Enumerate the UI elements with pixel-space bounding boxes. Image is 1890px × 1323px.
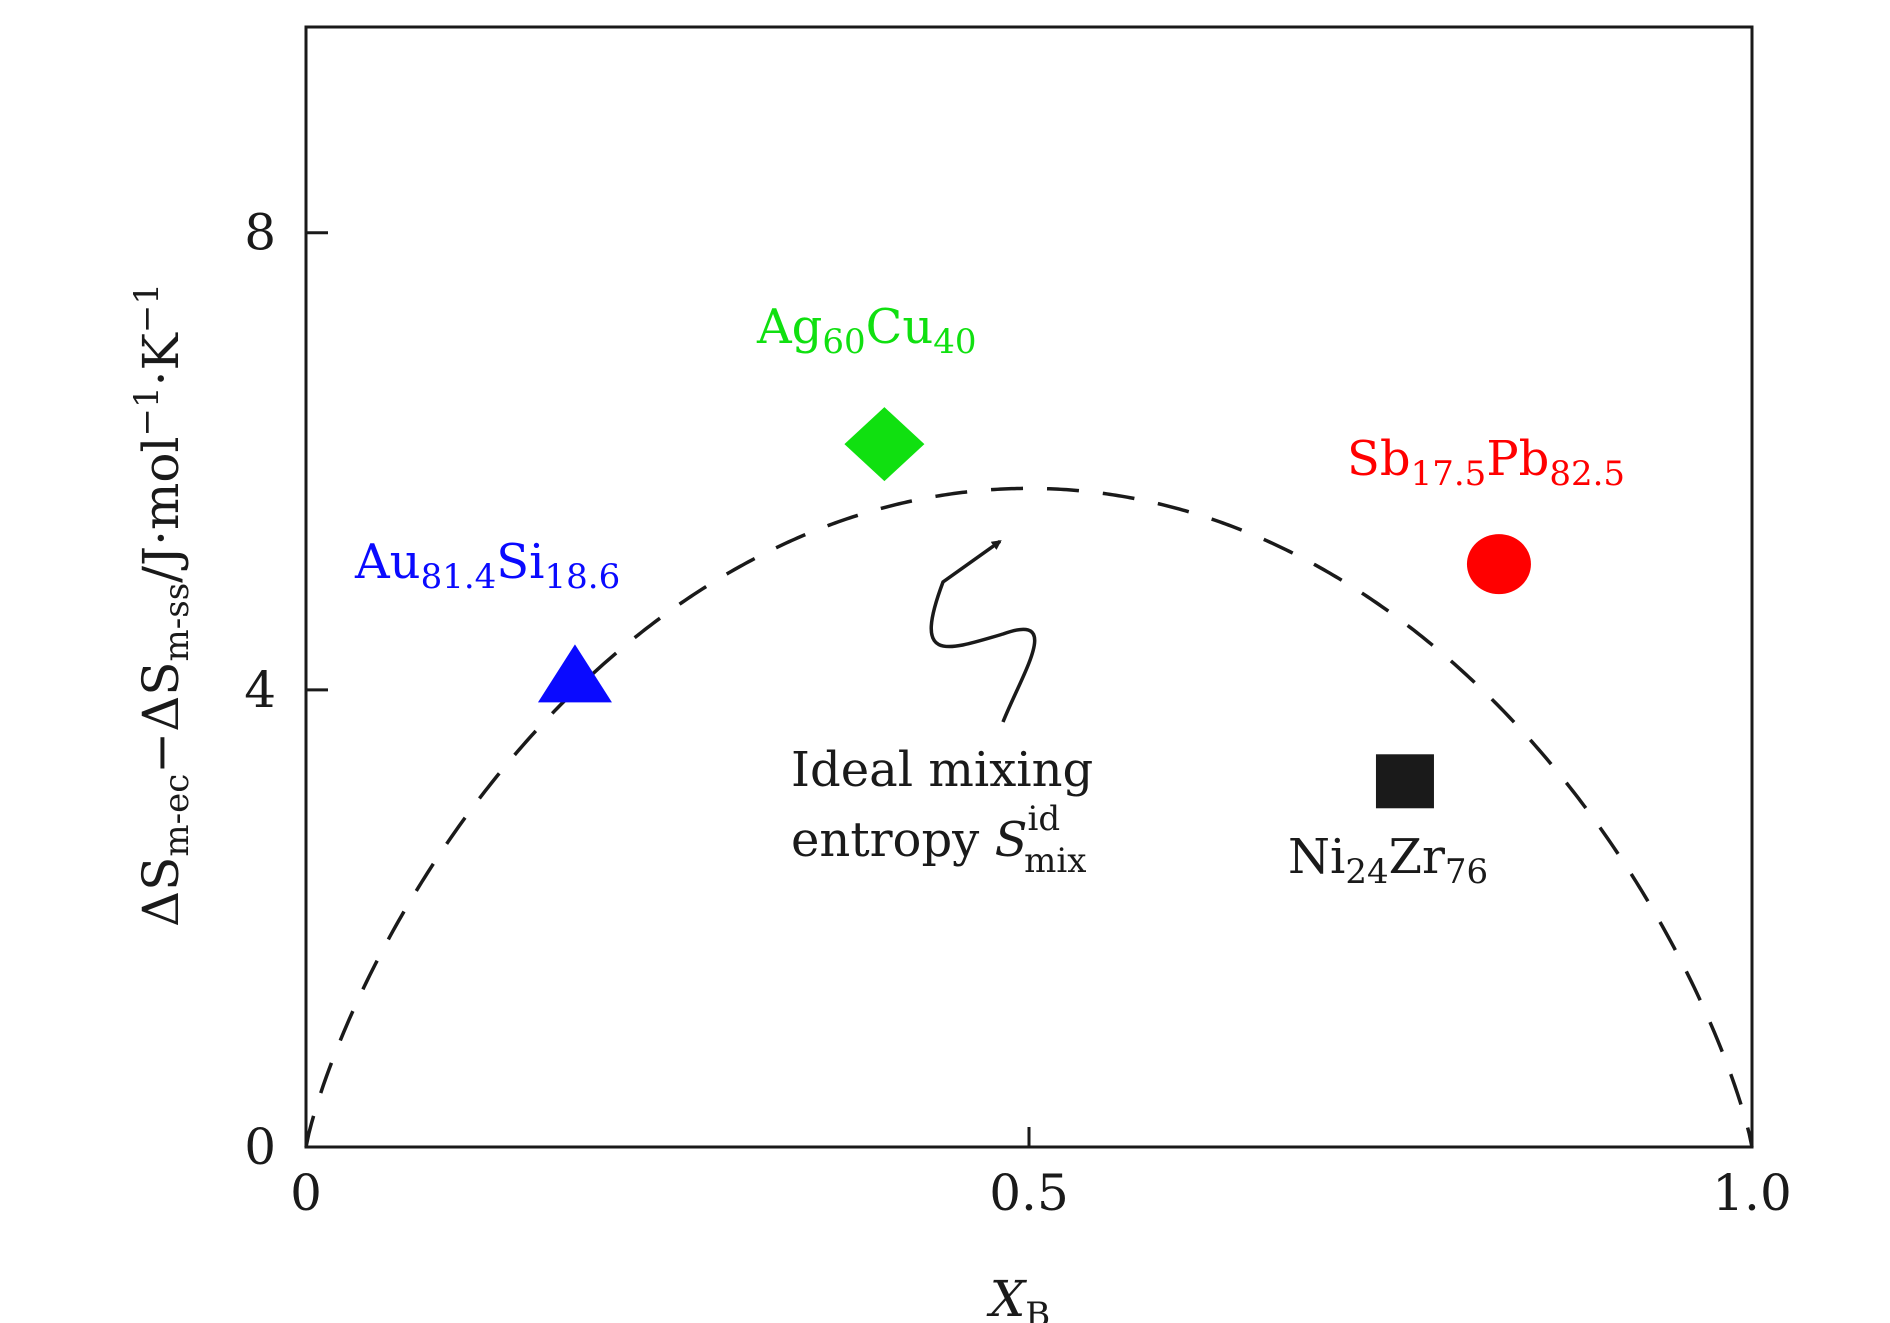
y-axis-title: ΔSm-ec−ΔSm-ss/J·mol−1·K−1 bbox=[127, 283, 197, 927]
annotation-line2: entropy Sid mix bbox=[791, 799, 1086, 881]
annotation-arrow bbox=[929, 539, 1037, 723]
x-axis-title: XB bbox=[986, 1270, 1051, 1323]
data-point-diamond bbox=[844, 407, 925, 482]
point-label-nizr: Ni24Zr76 bbox=[1288, 829, 1488, 892]
y-tick-label: 8 bbox=[244, 204, 276, 262]
data-point-square bbox=[1375, 754, 1434, 809]
y-tick-label: 0 bbox=[244, 1118, 276, 1176]
x-tick-label: 1.0 bbox=[1712, 1164, 1792, 1222]
y-tick-label: 4 bbox=[244, 661, 276, 719]
x-tick-label: 0 bbox=[290, 1164, 322, 1222]
point-label-agcu: Ag60Cu40 bbox=[756, 299, 977, 362]
data-points bbox=[537, 407, 1531, 809]
x-tick-label: 0.5 bbox=[989, 1164, 1069, 1222]
point-label-ausi: Au81.4Si18.6 bbox=[354, 534, 620, 597]
annotation-line1: Ideal mixing bbox=[791, 742, 1093, 798]
point-label-sbpb: Sb17.5Pb82.5 bbox=[1347, 431, 1625, 494]
data-point-triangle bbox=[537, 644, 612, 703]
axis-ticks: 0 0.5 1.0 0 4 8 bbox=[244, 204, 1792, 1222]
data-point-circle bbox=[1466, 534, 1531, 595]
ideal-mixing-curve bbox=[304, 486, 1754, 1148]
